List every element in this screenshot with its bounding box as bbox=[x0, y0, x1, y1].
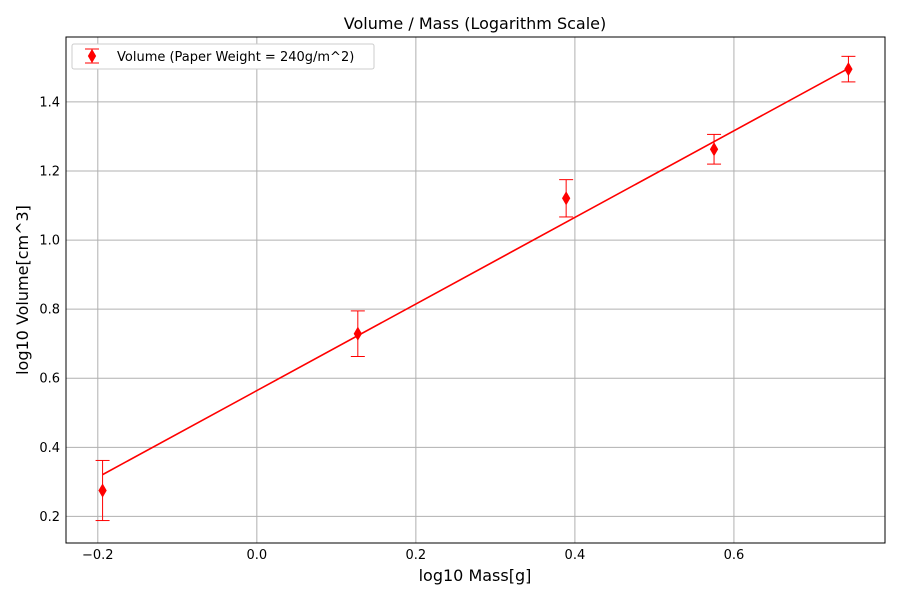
legend-box bbox=[71, 43, 375, 70]
fit-line bbox=[102, 67, 849, 476]
data-point bbox=[350, 310, 365, 357]
legend-marker bbox=[85, 48, 99, 64]
y-tick-label: 0.8 bbox=[39, 303, 60, 318]
x-tick-label: 0.0 bbox=[246, 548, 267, 563]
x-tick-label: 0.4 bbox=[565, 548, 586, 563]
data-point bbox=[707, 133, 722, 165]
data-marker bbox=[709, 142, 719, 157]
x-tick-label: −0.2 bbox=[82, 548, 114, 563]
y-tick-label: 1.4 bbox=[39, 95, 60, 110]
x-axis-title: log10 Mass[g] bbox=[419, 566, 532, 585]
data-marker bbox=[561, 191, 571, 206]
x-axis: −0.2 0.0 0.2 0.4 0.6 bbox=[82, 548, 744, 563]
y-tick-label: 0.4 bbox=[39, 441, 60, 456]
y-axis-title: log10 Volume[cm^3] bbox=[13, 205, 32, 375]
legend-diamond bbox=[87, 48, 97, 64]
y-tick-label: 0.2 bbox=[39, 510, 60, 525]
x-tick-label: 0.2 bbox=[406, 548, 427, 563]
data-marker bbox=[353, 326, 362, 341]
fit-layer bbox=[102, 67, 849, 476]
points-layer bbox=[95, 55, 856, 522]
y-tick-label: 1.0 bbox=[39, 234, 60, 249]
y-tick-label: 0.6 bbox=[39, 372, 60, 387]
grid bbox=[66, 37, 885, 543]
legend: Volume (Paper Weight = 240g/m^2) bbox=[71, 43, 375, 70]
data-point bbox=[95, 459, 110, 522]
x-tick-label: 0.6 bbox=[724, 548, 745, 563]
data-point bbox=[841, 55, 856, 83]
plot-frame bbox=[65, 36, 886, 544]
data-marker bbox=[844, 62, 853, 77]
data-marker bbox=[98, 483, 107, 498]
data-point bbox=[559, 179, 574, 218]
y-tick-label: 1.2 bbox=[39, 165, 60, 180]
y-axis: 0.2 0.4 0.6 0.8 1.0 1.2 1.4 bbox=[39, 95, 60, 524]
chart-title: Volume / Mass (Logarithm Scale) bbox=[344, 14, 606, 33]
legend-label: Volume (Paper Weight = 240g/m^2) bbox=[117, 50, 354, 65]
